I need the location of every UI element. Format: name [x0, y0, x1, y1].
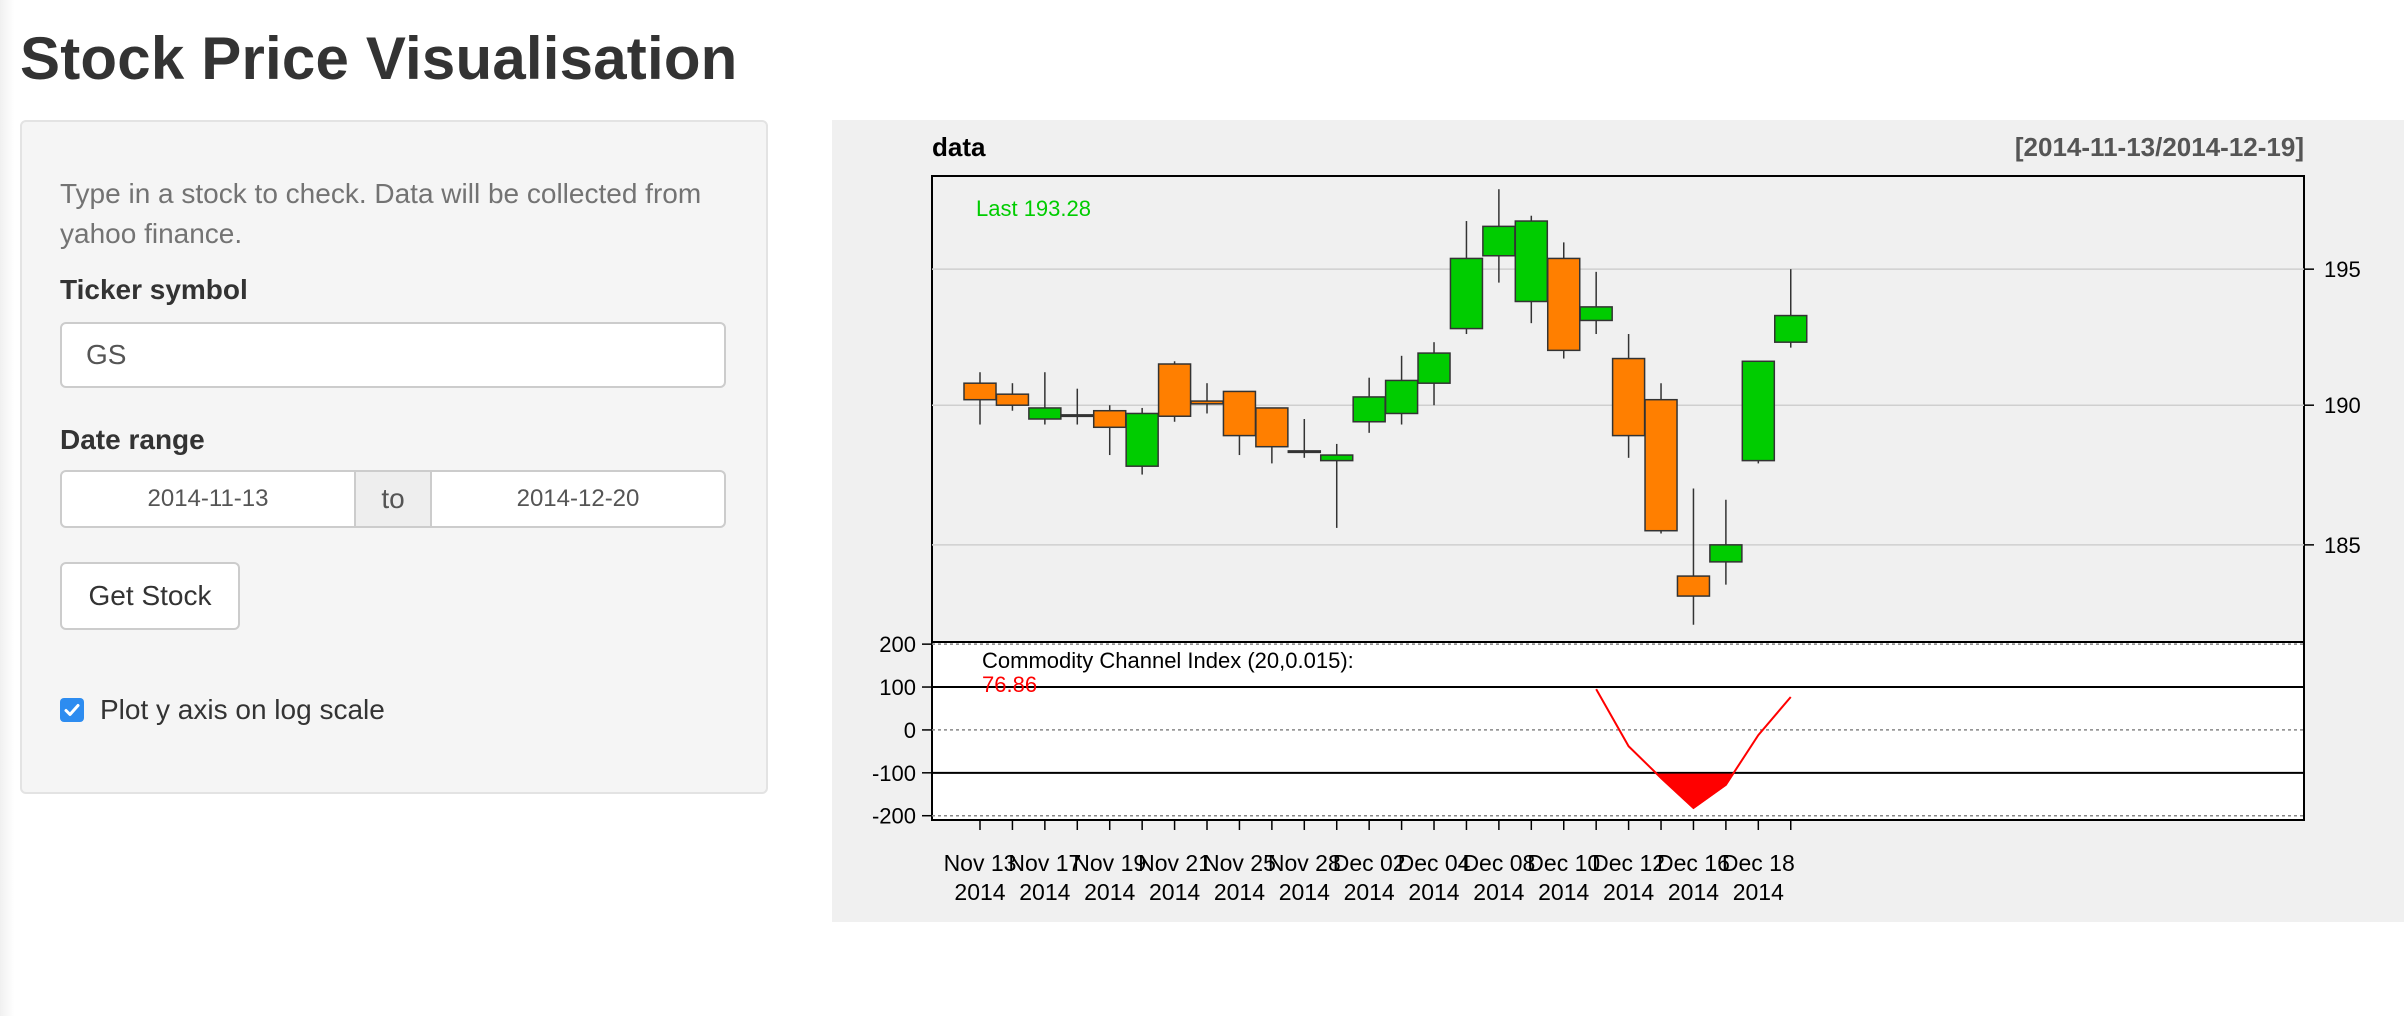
log-scale-checkbox-row[interactable]: Plot y axis on log scale: [60, 694, 385, 726]
log-scale-checkbox-label: Plot y axis on log scale: [100, 694, 385, 725]
price-axis-label: 195: [2324, 257, 2361, 282]
candle-body: [1676, 575, 1711, 597]
candle-body: [1579, 306, 1613, 322]
help-text: Type in a stock to check. Data will be c…: [60, 178, 702, 249]
candle-body: [1482, 225, 1516, 257]
candle-body: [963, 382, 997, 401]
indicator-axis-label: -200: [872, 804, 916, 829]
log-scale-checkbox[interactable]: [60, 698, 84, 722]
get-stock-button[interactable]: Get Stock: [60, 562, 240, 630]
ticker-label: Ticker symbol: [60, 274, 248, 305]
x-axis-year-label: 2014: [954, 879, 1005, 905]
x-axis-date-label: Dec 12: [1592, 850, 1665, 876]
candle-body: [1449, 257, 1484, 330]
indicator-axis-label: -100: [872, 761, 916, 786]
x-axis-year-label: 2014: [1538, 879, 1589, 905]
candle-body: [1741, 360, 1776, 462]
price-axis-label: 190: [2324, 393, 2361, 418]
x-axis-date-label: Nov 21: [1138, 850, 1211, 876]
candle-body: [1157, 363, 1192, 417]
date-end-input[interactable]: [430, 470, 726, 528]
x-axis-year-label: 2014: [1084, 879, 1135, 905]
candle-body: [1287, 450, 1322, 454]
indicator-axis-label: 200: [879, 632, 916, 657]
chart-title: data: [932, 132, 986, 162]
x-axis-date-label: Dec 10: [1527, 850, 1600, 876]
price-axis-label: 185: [2324, 533, 2361, 558]
checkmark-icon: [64, 704, 80, 716]
candle-body: [995, 393, 1030, 406]
candle-body: [1222, 390, 1257, 437]
stock-chart: data [2014-11-13/2014-12-19] 185 190 195 20…: [832, 120, 2404, 922]
candle-body: [1060, 414, 1095, 418]
x-axis-year-label: 2014: [1733, 879, 1784, 905]
last-price-label: Last 193.28: [976, 196, 1091, 221]
x-axis-date-label: Dec 04: [1398, 850, 1471, 876]
candle-body: [1028, 407, 1062, 420]
candle-body: [1611, 357, 1646, 437]
x-axis-date-label: Dec 18: [1722, 850, 1795, 876]
indicator-value-label: 76.86: [982, 672, 1037, 697]
x-axis-date-label: Nov 25: [1203, 850, 1276, 876]
date-range-separator: to: [356, 470, 430, 528]
candle-body: [1092, 409, 1127, 429]
x-axis-year-label: 2014: [1279, 879, 1330, 905]
page-title: Stock Price Visualisation: [20, 25, 738, 92]
ticker-input[interactable]: [60, 322, 726, 388]
x-axis-year-label: 2014: [1019, 879, 1070, 905]
candle-body: [1319, 454, 1354, 462]
candle-body: [1709, 544, 1743, 563]
x-axis-year-label: 2014: [1603, 879, 1654, 905]
indicator-panel: [931, 641, 2305, 821]
x-axis-date-label: Nov 19: [1073, 850, 1146, 876]
indicator-axis-label: 0: [904, 718, 916, 743]
sidebar-panel: Type in a stock to check. Data will be c…: [20, 120, 768, 794]
candle-body: [1546, 257, 1581, 352]
x-axis-year-label: 2014: [1668, 879, 1719, 905]
candle-body: [1125, 412, 1159, 467]
candle-body: [1190, 400, 1224, 405]
indicator-label: Commodity Channel Index (20,0.015):: [982, 648, 1354, 673]
x-axis-year-label: 2014: [1473, 879, 1524, 905]
x-axis-date-label: Dec 02: [1333, 850, 1406, 876]
candle-body: [1384, 379, 1419, 415]
candle-body: [1352, 396, 1386, 423]
x-axis-date-label: Nov 17: [1008, 850, 1081, 876]
candle-body: [1774, 314, 1808, 343]
indicator-axis-label: 100: [879, 675, 916, 700]
x-axis-date-label: Dec 16: [1657, 850, 1730, 876]
x-axis-date-label: Dec 08: [1462, 850, 1535, 876]
candle-body: [1514, 220, 1549, 303]
date-range-label: Date range: [60, 424, 205, 455]
date-start-input[interactable]: [60, 470, 356, 528]
candle-body: [1644, 398, 1678, 532]
x-axis-year-label: 2014: [1149, 879, 1200, 905]
page-edge-shadow: [0, 0, 14, 1016]
x-axis-year-label: 2014: [1344, 879, 1395, 905]
chart-date-range: [2014-11-13/2014-12-19]: [2015, 132, 2304, 162]
candle-body: [1417, 352, 1451, 384]
x-axis-year-label: 2014: [1408, 879, 1459, 905]
x-axis-date-label: Nov 28: [1268, 850, 1341, 876]
stock-chart-area: data [2014-11-13/2014-12-19] 185 190 195 20…: [832, 120, 2404, 922]
x-axis-year-label: 2014: [1214, 879, 1265, 905]
indicator-line: [1595, 688, 1792, 810]
x-axis-date-label: Nov 13: [944, 850, 1017, 876]
date-range-group: to: [60, 470, 726, 528]
candle-body: [1255, 407, 1289, 448]
